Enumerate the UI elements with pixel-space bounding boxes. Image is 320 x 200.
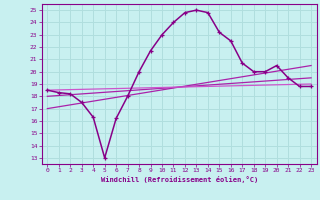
X-axis label: Windchill (Refroidissement éolien,°C): Windchill (Refroidissement éolien,°C): [100, 176, 258, 183]
